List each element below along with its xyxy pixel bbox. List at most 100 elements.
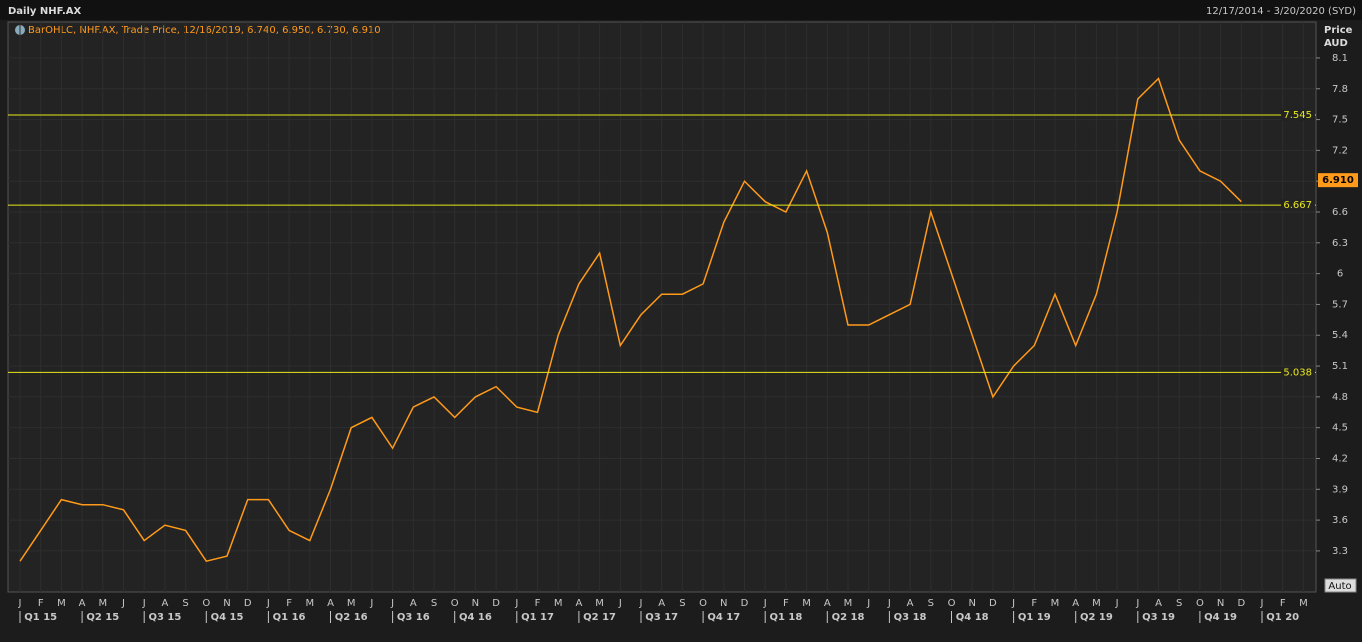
x-tick-label: A xyxy=(658,598,665,609)
x-tick-label: A xyxy=(575,598,582,609)
x-tick-label: M xyxy=(98,598,107,609)
quarter-label: Q1 19 xyxy=(1018,612,1051,623)
x-tick-label: J xyxy=(763,598,767,609)
y-tick-label: 4.8 xyxy=(1332,392,1348,403)
header-bar xyxy=(0,0,1362,20)
x-tick-label: D xyxy=(741,598,749,609)
y-tick-label: 4.2 xyxy=(1332,453,1348,464)
y-axis-title: Price xyxy=(1324,25,1353,36)
quarter-label: Q3 16 xyxy=(397,612,430,623)
y-tick-label: 3.9 xyxy=(1332,484,1348,495)
x-tick-label: M xyxy=(57,598,66,609)
quarter-label: Q1 17 xyxy=(521,612,554,623)
quarter-label: Q2 19 xyxy=(1080,612,1113,623)
x-tick-label: O xyxy=(699,598,707,609)
quarter-label: Q4 19 xyxy=(1204,612,1237,623)
x-tick-label: N xyxy=(968,598,975,609)
quarter-label: Q2 15 xyxy=(86,612,119,623)
quarter-label: Q3 19 xyxy=(1142,612,1175,623)
x-tick-label: J xyxy=(1260,598,1264,609)
auto-button[interactable] xyxy=(1324,578,1357,593)
quarter-label: Q4 17 xyxy=(707,612,740,623)
x-tick-label: N xyxy=(472,598,479,609)
quarter-label: Q3 17 xyxy=(645,612,678,623)
chart-title: Daily NHF.AX xyxy=(8,6,82,17)
x-tick-label: A xyxy=(327,598,334,609)
x-tick-label: J xyxy=(866,598,870,609)
x-tick-label: O xyxy=(202,598,210,609)
quarter-label: Q4 15 xyxy=(211,612,244,623)
x-tick-label: M xyxy=(595,598,604,609)
x-tick-label: S xyxy=(679,598,685,609)
x-tick-label: S xyxy=(182,598,188,609)
x-tick-label: D xyxy=(989,598,997,609)
x-tick-label: J xyxy=(1115,598,1119,609)
last-price-badge xyxy=(1318,173,1358,188)
y-axis-title: AUD xyxy=(1324,38,1348,49)
x-tick-label: A xyxy=(1072,598,1079,609)
x-tick-label: J xyxy=(266,598,270,609)
y-tick-label: 7.8 xyxy=(1332,84,1348,95)
level-label: 5.038 xyxy=(1283,367,1312,378)
y-tick-label: 6.3 xyxy=(1332,238,1348,249)
x-tick-label: F xyxy=(535,598,541,609)
last-price-label: 6.910 xyxy=(1322,175,1354,186)
y-tick-label: 4.5 xyxy=(1332,423,1348,434)
x-tick-label: J xyxy=(618,598,622,609)
x-tick-label: J xyxy=(1135,598,1139,609)
x-tick-label: A xyxy=(79,598,86,609)
quarter-label: Q2 18 xyxy=(832,612,865,623)
x-tick-label: A xyxy=(1155,598,1162,609)
quarter-label: Q1 15 xyxy=(24,612,57,623)
y-tick-label: 6.6 xyxy=(1332,207,1348,218)
x-tick-label: N xyxy=(720,598,727,609)
auto-button-label[interactable]: Auto xyxy=(1328,581,1351,592)
x-tick-label: A xyxy=(161,598,168,609)
level-label: 7.545 xyxy=(1283,110,1312,121)
x-tick-label: N xyxy=(223,598,230,609)
x-tick-label: O xyxy=(451,598,459,609)
quarter-label: Q4 16 xyxy=(459,612,492,623)
y-tick-label: 3.6 xyxy=(1332,515,1348,526)
x-tick-label: F xyxy=(1280,598,1286,609)
x-tick-label: S xyxy=(1176,598,1182,609)
date-range: 12/17/2014 - 3/20/2020 (SYD) xyxy=(1206,6,1356,17)
x-tick-label: J xyxy=(887,598,891,609)
x-tick-label: M xyxy=(1299,598,1308,609)
x-tick-label: M xyxy=(554,598,563,609)
y-tick-label: 5.4 xyxy=(1332,330,1348,341)
quarter-label: Q1 20 xyxy=(1266,612,1299,623)
level-label-bg xyxy=(1281,199,1315,212)
x-tick-label: J xyxy=(390,598,394,609)
level-label-bg xyxy=(1281,366,1315,379)
x-tick-label: M xyxy=(1051,598,1060,609)
x-tick-label: M xyxy=(844,598,853,609)
level-label-bg xyxy=(1281,108,1315,121)
x-tick-label: M xyxy=(347,598,356,609)
quarter-label: Q4 18 xyxy=(956,612,989,623)
x-tick-label: S xyxy=(431,598,437,609)
quarter-label: Q3 18 xyxy=(894,612,927,623)
x-tick-label: J xyxy=(18,598,22,609)
x-tick-label: S xyxy=(928,598,934,609)
quarter-label: Q2 16 xyxy=(335,612,368,623)
x-tick-label: F xyxy=(286,598,292,609)
x-tick-label: A xyxy=(907,598,914,609)
legend-entry: BarOHLC, NHF.AX, Trade Price, 12/16/2019… xyxy=(28,25,381,36)
y-tick-label: 3.3 xyxy=(1332,546,1348,557)
x-tick-label: M xyxy=(1092,598,1101,609)
x-tick-label: O xyxy=(1196,598,1204,609)
x-tick-label: J xyxy=(639,598,643,609)
price-line xyxy=(19,77,1242,563)
x-tick-label: A xyxy=(410,598,417,609)
x-tick-label: D xyxy=(492,598,500,609)
x-tick-label: J xyxy=(369,598,373,609)
x-tick-label: F xyxy=(1031,598,1037,609)
y-tick-label: 8.1 xyxy=(1332,53,1348,64)
quarter-label: Q3 15 xyxy=(148,612,181,623)
x-tick-label: J xyxy=(142,598,146,609)
y-tick-label: 6 xyxy=(1337,269,1343,280)
quarter-label: Q1 18 xyxy=(769,612,802,623)
x-tick-label: F xyxy=(783,598,789,609)
level-label: 6.667 xyxy=(1283,200,1312,211)
